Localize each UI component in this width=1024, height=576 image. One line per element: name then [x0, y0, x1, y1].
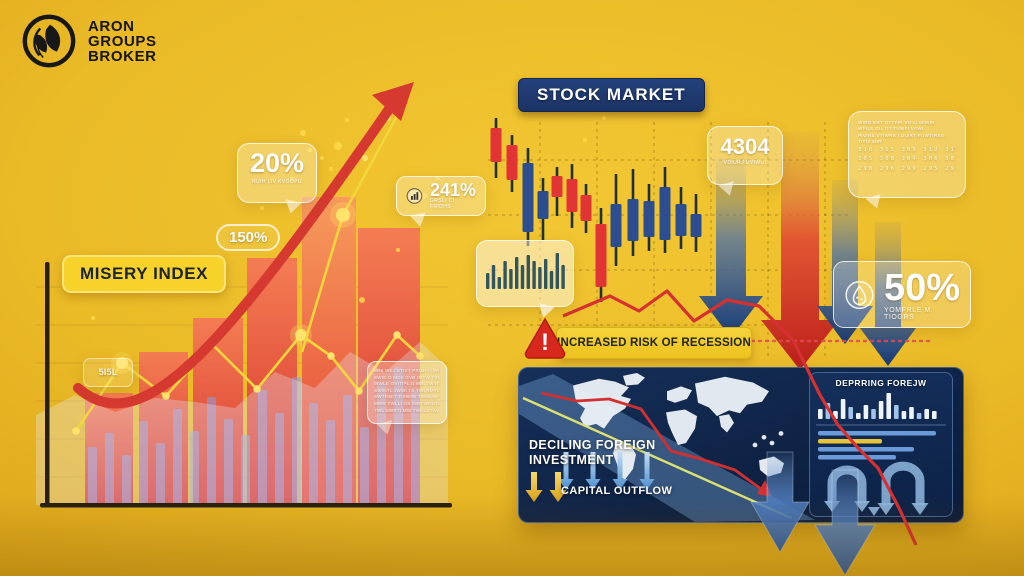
- small-value-bubble: 5I5L: [83, 358, 133, 387]
- brand-line-1: ARON: [88, 17, 135, 35]
- warning-triangle-icon: !: [524, 317, 566, 359]
- index-value-subtext: VDIURJ UVIWUI: [723, 160, 767, 166]
- candlestick-chart: [490, 118, 702, 302]
- data-table-header-lines: WIRD ERT OTTFIR VG LI MIWIR WFILS GIL OT …: [858, 120, 945, 145]
- annotation-text-bubble: WHI WEJ STIVT PRIMFI LVRID TUWIRSWIE O M…: [367, 361, 447, 437]
- badge-150-percent: 150%: [216, 224, 281, 251]
- index-value-bubble: 4304 VDIURJ UVIWUI: [707, 126, 783, 198]
- capital-outflow-label: CAPITAL OUTFLOW: [561, 485, 673, 497]
- drop-50-value: 50%: [883, 266, 960, 309]
- drop-50-text: 50% YOMFRLE M TIOGRS: [884, 269, 960, 321]
- drop-50-percent-bubble: 50% YOMFRLE M TIOGRS: [833, 261, 971, 328]
- declining-investment-label-line1: DECILING FOREIGN: [529, 438, 656, 452]
- world-map-decline-graphic: [519, 372, 815, 522]
- misery-volume: [88, 367, 420, 505]
- recession-detail-panel: DECILING FOREIGN INVESTMENT CAPITAL OUTF…: [518, 367, 964, 523]
- badge-241-text: 241% GRSLI CI FRIDHS: [429, 180, 476, 210]
- misery-index-label: MISERY INDEX: [62, 255, 227, 293]
- sparkline-bars: [486, 253, 565, 289]
- index-value: 4304: [720, 134, 770, 159]
- brand-logo: ARON GROUPS BROKER: [20, 12, 157, 70]
- badge-20-value: 20%: [249, 148, 305, 178]
- svg-text:!: !: [541, 329, 549, 356]
- brand-line-2: GROUPS: [88, 32, 157, 50]
- stock-market-label: STOCK MARKET: [518, 78, 705, 112]
- badge-241-subtext: GRSLI CI FRIDHS: [429, 198, 455, 210]
- foreign-stats-card: DEPRRING FOREJW: [809, 372, 953, 517]
- drop-50-subtext: YOMFRLE M TIOGRS: [883, 306, 931, 321]
- volume-sparkline-bubble: [476, 240, 574, 320]
- brand-name: ARON GROUPS BROKER: [88, 19, 157, 64]
- badge-20-subtext: NUIH LIV KVOOPU: [252, 179, 302, 185]
- brand-logo-icon: [22, 14, 76, 68]
- data-table-grid-rows: 318 315 309 312 310 311 307305 308 304 3…: [858, 146, 956, 172]
- droplet-icon: [845, 280, 874, 309]
- mini-chart-icon: [406, 188, 423, 204]
- badge-241-percent-bubble: 241% GRSLI CI FRIDHS: [396, 176, 486, 229]
- recession-warning-banner: INCREASED RISK OF RECESSION: [556, 327, 752, 359]
- brand-line-3: BROKER: [88, 47, 157, 65]
- badge-241-value: 241%: [429, 180, 476, 200]
- declining-investment-label-line2: INVESTMENT: [529, 453, 614, 467]
- market-crash-arrows: [699, 132, 916, 370]
- data-table-bubble: WIRD ERT OTTFIR VG LI MIWIR WFILS GIL OT …: [848, 111, 966, 212]
- foreign-stats-title: DEPRRING FOREJW: [835, 378, 927, 388]
- badge-20-percent-bubble: 20% NUIH LIV KVOOPU: [237, 143, 317, 216]
